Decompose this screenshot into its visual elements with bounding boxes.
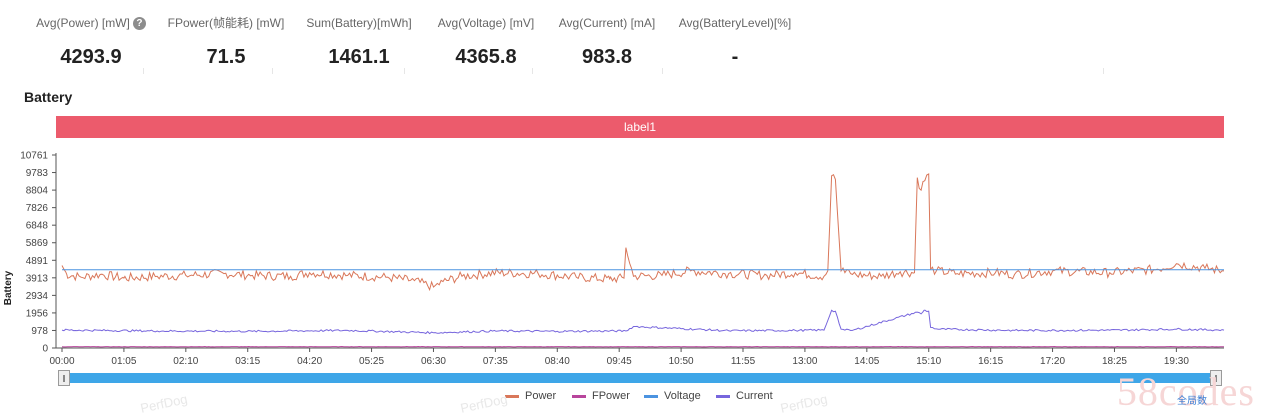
stat-label: Sum(Battery)[mWh] [306, 16, 412, 30]
x-tick-label: 16:15 [978, 356, 1003, 367]
divider [143, 68, 144, 74]
legend-label: Power [525, 390, 557, 402]
legend-swatch [505, 394, 519, 398]
x-tick-label: 07:35 [483, 356, 508, 367]
battery-line-chart[interactable]: 10761 9783 8804 7826 6848 5869 4891 3913 2934 195… [0, 140, 1269, 370]
divider [662, 68, 663, 74]
y-tick-label: 10761 [20, 151, 48, 162]
y-tick-label: 8804 [26, 186, 49, 197]
stat-label: Avg(Current) [mA] [558, 16, 656, 30]
grip-icon [1215, 375, 1217, 382]
y-tick-label: 6848 [26, 221, 49, 232]
legend-item-voltage[interactable]: Voltage [644, 390, 701, 402]
section-title: Battery [24, 89, 73, 105]
slider-right-handle[interactable] [1210, 370, 1222, 386]
kpi-summary: Avg(Power) [mW]? 4293.9 FPower(帧能耗) [mW]… [0, 0, 1269, 80]
x-tick-label: 15:10 [916, 356, 941, 367]
legend-label: Voltage [664, 390, 701, 402]
stat-label: Avg(Voltage) [mV] [437, 16, 535, 30]
y-tick-label: 3913 [26, 273, 49, 284]
x-tick-label: 13:00 [792, 356, 817, 367]
legend-item-power[interactable]: Power [505, 390, 556, 402]
x-tick-label: 11:55 [731, 356, 756, 367]
stat-value: 71.5 [206, 46, 246, 68]
legend-label: Current [736, 390, 773, 402]
stat-avg-battery-level: Avg(BatteryLevel)[%] - [670, 14, 800, 69]
divider [1103, 68, 1104, 74]
legend-swatch [572, 394, 586, 398]
legend-swatch [716, 394, 730, 398]
stat-value: 1461.1 [328, 46, 390, 68]
time-range-slider[interactable] [56, 370, 1224, 386]
stat-value: - [731, 46, 739, 68]
x-tick-label: 06:30 [421, 356, 446, 367]
x-tick-label: 10:50 [669, 356, 694, 367]
stat-sum-battery: Sum(Battery)[mWh] 1461.1 [294, 14, 424, 69]
grip-icon [63, 375, 65, 382]
x-tick-label: 14:05 [854, 356, 879, 367]
legend-item-fpower[interactable]: FPower [572, 390, 630, 402]
stat-value: 4365.8 [455, 46, 517, 68]
x-tick-label: 04:20 [297, 356, 322, 367]
y-tick-label: 5869 [26, 238, 49, 249]
y-tick-label: 4891 [26, 256, 49, 267]
stat-label: FPower(帧能耗) [mW] [167, 16, 285, 30]
x-tick-label: 03:15 [235, 356, 260, 367]
legend-item-current[interactable]: Current [716, 390, 773, 402]
reset-zoom-link[interactable]: 全局数 [1177, 396, 1207, 407]
stat-label: Avg(Power) [mW] [36, 16, 130, 30]
x-tick-label: 19:30 [1164, 356, 1189, 367]
y-tick-label: 9783 [26, 168, 49, 179]
label-bar[interactable]: label1 [56, 116, 1224, 138]
stat-avg-voltage: Avg(Voltage) [mV] 4365.8 [421, 14, 551, 69]
series-line-power[interactable] [61, 173, 1225, 292]
y-tick-label: 2934 [26, 291, 49, 302]
x-tick-label: 08:40 [545, 356, 570, 367]
stat-label: Avg(BatteryLevel)[%] [678, 16, 792, 30]
x-tick-label: 09:45 [607, 356, 632, 367]
y-tick-label: 1956 [26, 308, 49, 319]
x-tick-label: 02:10 [173, 356, 198, 367]
y-tick-label: 0 [42, 344, 48, 355]
stat-value: 983.8 [581, 46, 633, 68]
help-icon[interactable]: ? [132, 16, 146, 30]
x-tick-label: 17:20 [1040, 356, 1065, 367]
x-tick-label: 01:05 [111, 356, 136, 367]
divider [532, 68, 533, 74]
divider [404, 68, 405, 74]
divider [272, 68, 273, 74]
brand-watermark: 58codes [1116, 369, 1255, 414]
stat-value: 4293.9 [60, 46, 122, 68]
stat-fpower: FPower(帧能耗) [mW] 71.5 [161, 14, 291, 69]
chart-legend: Power FPower Voltage Current [0, 390, 1269, 406]
slider-left-handle[interactable] [58, 370, 70, 386]
x-tick-label: 18:25 [1102, 356, 1127, 367]
legend-label: FPower [592, 390, 630, 402]
y-tick-label: 978 [31, 326, 48, 337]
x-tick-label: 00:00 [49, 356, 74, 367]
series-line-current[interactable] [61, 309, 1225, 335]
slider-track[interactable] [66, 373, 1214, 383]
y-axis-label: Battery [3, 270, 14, 305]
legend-swatch [644, 394, 658, 398]
stat-avg-power: Avg(Power) [mW]? 4293.9 [26, 14, 156, 69]
x-tick-label: 05:25 [359, 356, 384, 367]
y-tick-label: 7826 [26, 203, 49, 214]
stat-avg-current: Avg(Current) [mA] 983.8 [542, 14, 672, 69]
